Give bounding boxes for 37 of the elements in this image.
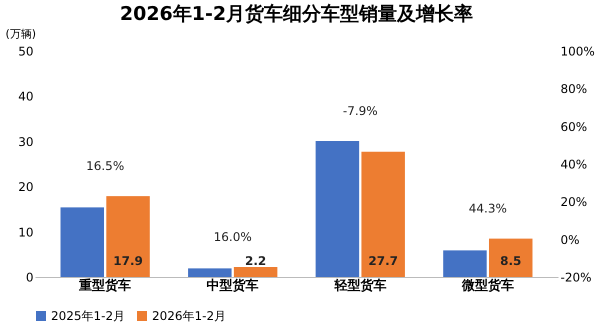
annotation: 16.5% [86, 159, 124, 174]
y-tick-label: 10 [18, 225, 34, 240]
y-tick-label: 40 [18, 90, 34, 104]
bar [488, 238, 532, 277]
bar [234, 267, 278, 277]
bar [316, 140, 360, 277]
annotation: 44.3% [468, 202, 507, 216]
data-label: 2.2 [244, 254, 266, 268]
y2-tick-label: 80% [560, 82, 588, 96]
y-tick-label: 0 [26, 270, 34, 284]
y2-tick-label: 0% [560, 232, 580, 247]
annotation: -7.9% [342, 104, 378, 118]
data-label: 27.7 [368, 254, 398, 268]
y-axis-title: (万辆) [6, 28, 36, 40]
chart-title: 2026年1-2月货车细分车型销量及增长率 [120, 3, 474, 25]
y2-tick-label: 40% [560, 158, 588, 172]
y-tick-label: 30 [18, 134, 34, 149]
data-label: 8.5 [500, 254, 522, 268]
legend-label: 2026年1-2月 [152, 309, 226, 323]
bar [60, 207, 104, 277]
x-tick-label: 轻型货车 [333, 278, 386, 294]
data-label: 17.9 [113, 254, 143, 268]
x-tick-label: 重型货车 [78, 278, 132, 294]
bar [361, 152, 405, 277]
x-tick-label: 微型货车 [460, 278, 514, 294]
y-tick-label: 50 [18, 44, 34, 58]
bar [443, 250, 487, 277]
legend-label: 2025年1-2月 [51, 309, 126, 323]
y2-tick-label: -20% [560, 270, 592, 284]
y2-tick-label: 100% [560, 44, 595, 58]
bar [106, 196, 150, 277]
x-tick-label: 中型货车 [206, 278, 259, 294]
y-tick-label: 20 [18, 180, 34, 194]
bar [188, 268, 232, 277]
annotation: 16.0% [214, 230, 252, 244]
y2-tick-label: 20% [560, 195, 588, 210]
y2-tick-label: 60% [560, 120, 588, 134]
